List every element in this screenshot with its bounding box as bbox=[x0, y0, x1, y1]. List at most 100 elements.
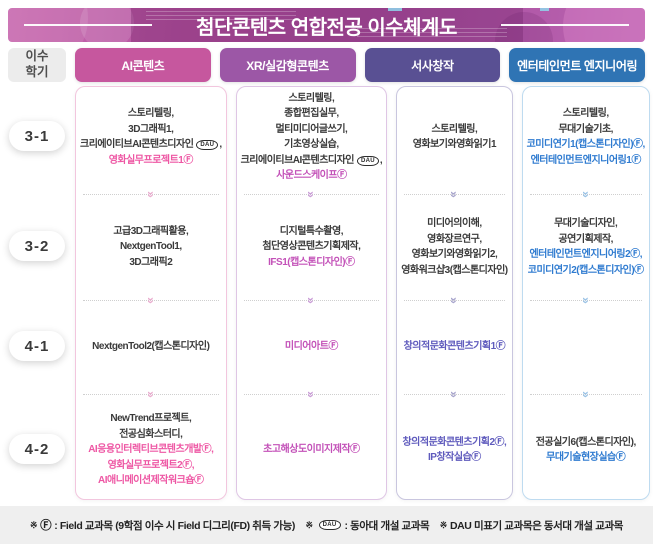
cell-entertainment-3-2: 무대기술디자인, 공연기획제작, 엔터테인먼트엔지니어링2Ⓕ, 코미디연기2(캡스톤디… bbox=[527, 201, 645, 293]
course: 기초영상실습, bbox=[284, 137, 339, 153]
field-course-icon: Ⓕ bbox=[328, 341, 338, 353]
chevron-down-icon: » bbox=[143, 391, 158, 397]
row-divider: » bbox=[527, 387, 645, 401]
column-ai: 스토리텔링, 3D그래픽1, 크리에이티브AI콘텐츠디자인 DAU, 영화실무프로젝트1… bbox=[75, 86, 227, 500]
row-divider: » bbox=[527, 187, 645, 201]
course-name: 전공심화스터디 bbox=[119, 428, 181, 440]
chevron-down-icon: » bbox=[578, 191, 593, 197]
course: 영화장르연구, bbox=[427, 232, 482, 248]
comma: , bbox=[219, 139, 222, 150]
semester-header: 이수 학기 bbox=[8, 48, 66, 82]
comma: , bbox=[191, 459, 195, 471]
course: 미디어아트Ⓕ bbox=[285, 339, 338, 355]
course: 멀티미디어글쓰기, bbox=[275, 122, 347, 138]
banner-streak-decoration bbox=[146, 11, 296, 22]
column-entertainment: 스토리텔링, 무대기술기초, 코미디연기1(캡스톤디자인)Ⓕ, 엔터테인먼트엔지니어링… bbox=[521, 86, 650, 500]
course-name: 엔터테인먼트엔지니어링1 bbox=[530, 154, 632, 166]
column-header-xr: XR/실감형콘텐츠 bbox=[219, 48, 356, 82]
comma: , bbox=[340, 225, 344, 237]
course-name: IFS1(캡스톤디자인) bbox=[268, 256, 346, 268]
dau-badge: DAU bbox=[318, 520, 341, 530]
course-name: 스토리텔링 bbox=[562, 108, 607, 119]
course: 전공실기6(캡스톤디자인), bbox=[535, 435, 637, 451]
semester-header-line2: 학기 bbox=[25, 65, 49, 79]
title-backdrop bbox=[130, 8, 523, 42]
course-name: IP창작실습 bbox=[428, 452, 472, 463]
course-name: 미디어의이해 bbox=[427, 218, 480, 229]
course: 영화실무프로젝트2Ⓕ, bbox=[107, 458, 195, 474]
comma: , bbox=[615, 218, 618, 229]
course: 영화워크샵3(캡스톤디자인) bbox=[401, 263, 508, 279]
course: 공연기획제작, bbox=[558, 232, 614, 248]
course-name: NewTrend프로젝트 bbox=[110, 413, 189, 425]
course-name: 디지털특수촬영 bbox=[279, 225, 341, 237]
footnote: ※ DAU 미표기 교과목은 동서대 개설 교과목 bbox=[440, 518, 624, 533]
comma: , bbox=[504, 436, 507, 448]
course: 사운드스케이프Ⓕ bbox=[276, 168, 347, 184]
chevron-down-icon: » bbox=[578, 391, 593, 397]
row-divider: » bbox=[80, 387, 222, 401]
course-name: 공연기획제작 bbox=[558, 233, 611, 245]
cell-narrative-3-1: 스토리텔링, 영화보기와영화읽기1 bbox=[401, 87, 507, 187]
comma: , bbox=[332, 92, 335, 104]
course: 3D그래픽1, bbox=[128, 122, 174, 138]
comma: , bbox=[379, 154, 383, 166]
semester-label-4-1: 4-1 bbox=[9, 331, 65, 361]
course: 디지털특수촬영, bbox=[279, 224, 344, 240]
cell-narrative-4-1: 창의적문화콘텐츠기획1Ⓕ bbox=[401, 307, 507, 387]
cell-ai-3-1: 스토리텔링, 3D그래픽1, 크리에이티브AI콘텐츠디자인 DAU, 영화실무프로젝트1… bbox=[80, 87, 222, 187]
course: 영화보기와영화읽기1 bbox=[412, 137, 497, 153]
course: 엔터테인먼트엔지니어링1Ⓕ bbox=[530, 153, 642, 169]
label-gap bbox=[8, 186, 66, 200]
course-name: AI애니메이션제작워크숍 bbox=[98, 475, 195, 487]
course-name: 영화실무프로젝트2 bbox=[107, 459, 183, 471]
comma: , bbox=[188, 413, 192, 425]
comma: , bbox=[479, 218, 482, 229]
footnote-bar: ※ Ⓕ: Field 교과목 (9학점 이수 시 Field 디그리(FD) 취득… bbox=[0, 506, 653, 544]
comma: , bbox=[180, 428, 183, 440]
field-course-icon: Ⓕ bbox=[350, 444, 360, 456]
course: 영화실무프로젝트1Ⓕ bbox=[109, 153, 194, 169]
chevron-down-icon: » bbox=[447, 191, 462, 197]
course-name: 첨단영상콘텐츠기획제작 bbox=[262, 241, 359, 253]
footnote: ※ Ⓕ: Field 교과목 (9학점 이수 시 Field 디그리(FD) 취득… bbox=[30, 517, 295, 533]
course-name: 영화보기와영화읽기1 bbox=[412, 139, 497, 150]
course-name: 초고해상도이미지제작 bbox=[263, 444, 351, 456]
field-course-icon: Ⓕ bbox=[494, 436, 505, 448]
course: 스토리텔링, bbox=[432, 122, 478, 138]
course-name: 미디어아트 bbox=[284, 341, 329, 353]
dau-badge: DAU bbox=[357, 155, 379, 166]
course-name: NextgenTool2(캡스톤디자인) bbox=[92, 341, 210, 353]
comma: , bbox=[179, 241, 182, 253]
course: 무대기술디자인, bbox=[554, 216, 618, 232]
semester-label-cell: 4-2 bbox=[8, 400, 66, 498]
course: AI애니메이션제작워크숍Ⓕ bbox=[98, 473, 204, 489]
field-course-icon: Ⓕ bbox=[182, 459, 192, 471]
course: 스토리텔링, bbox=[128, 106, 174, 122]
course-name: 전공실기6(캡스톤디자인) bbox=[535, 436, 634, 448]
course: 스토리텔링, bbox=[289, 91, 335, 107]
row-divider: » bbox=[527, 293, 645, 307]
course: 전공심화스터디, bbox=[119, 427, 183, 443]
footnote-text: : 동아대 개설 교과목 bbox=[344, 519, 430, 532]
column-header-entertainment: 엔터테인먼트 엔지니어링 bbox=[509, 48, 645, 82]
banner-accent-decoration bbox=[540, 8, 549, 11]
comma: , bbox=[633, 436, 636, 448]
reference-mark: ※ bbox=[30, 519, 38, 530]
course-name: 스토리텔링 bbox=[127, 108, 172, 119]
field-course-icon: Ⓕ bbox=[337, 170, 347, 181]
comma: , bbox=[639, 249, 643, 260]
field-course-icon: Ⓕ bbox=[634, 264, 644, 276]
comma: , bbox=[610, 233, 614, 245]
cell-xr-4-1: 미디어아트Ⓕ bbox=[241, 307, 383, 387]
footnote-text: DAU 미표기 교과목은 동서대 개설 교과목 bbox=[449, 519, 623, 532]
field-course-icon: Ⓕ bbox=[631, 154, 641, 166]
course: 영화보기와영화읽기2, bbox=[412, 247, 498, 263]
chevron-down-icon: » bbox=[304, 391, 319, 397]
course: 엔터테인먼트엔지니어링2Ⓕ, bbox=[529, 247, 642, 263]
course: 무대기술현장실습Ⓕ bbox=[546, 450, 626, 466]
footnote-text: : Field 교과목 (9학점 이수 시 Field 디그리(FD) 취득 가… bbox=[54, 519, 295, 532]
cell-xr-4-2: 초고해상도이미지제작Ⓕ bbox=[241, 401, 383, 499]
field-course-icon: Ⓕ bbox=[345, 256, 355, 268]
cell-narrative-3-2: 미디어의이해, 영화장르연구, 영화보기와영화읽기2, 영화워크샵3(캡스톤디자인) bbox=[401, 201, 508, 293]
